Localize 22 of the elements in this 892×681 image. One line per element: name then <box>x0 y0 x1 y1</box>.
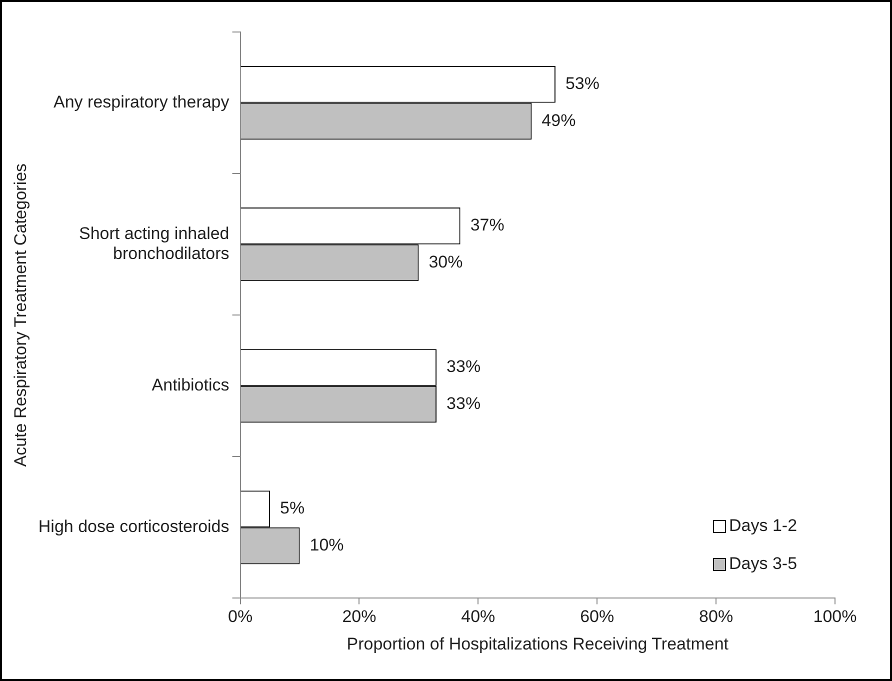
x-tick-label: 100% <box>813 607 857 626</box>
data-label: 5% <box>280 498 305 518</box>
data-label: 49% <box>542 110 576 130</box>
y-tick-label: High dose corticosteroids <box>38 517 230 536</box>
y-tick-label: Any respiratory therapy <box>54 92 230 112</box>
y-axis-title: Acute Respiratory Treatment Categories <box>10 163 30 467</box>
x-tick-label: 0% <box>228 607 253 626</box>
text: Days 1-2 <box>729 515 798 538</box>
data-label: 37% <box>470 216 504 235</box>
legend-label: Days 3-5 <box>729 553 798 576</box>
data-label: 33% <box>446 357 481 376</box>
x-tick-label: 20% <box>342 607 376 626</box>
y-tick-label: Antibiotics <box>152 376 230 395</box>
x-tick-label: 40% <box>461 607 496 626</box>
data-label: 33% <box>446 394 481 413</box>
data-label: 10% <box>310 536 344 555</box>
x-tick-label: 80% <box>699 607 734 626</box>
x-axis-title: Proportion of Hospitalizations Receiving Treatment <box>346 634 729 654</box>
y-tick-label: Short acting inhaled bronchodilators <box>78 224 230 264</box>
data-label: 53% <box>565 74 600 94</box>
data-label: 30% <box>428 252 463 272</box>
x-tick-label: 60% <box>580 607 614 626</box>
